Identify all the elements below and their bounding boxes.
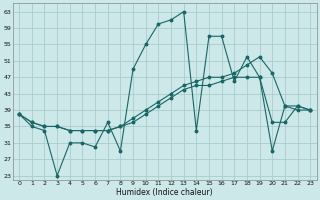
X-axis label: Humidex (Indice chaleur): Humidex (Indice chaleur) — [116, 188, 213, 197]
